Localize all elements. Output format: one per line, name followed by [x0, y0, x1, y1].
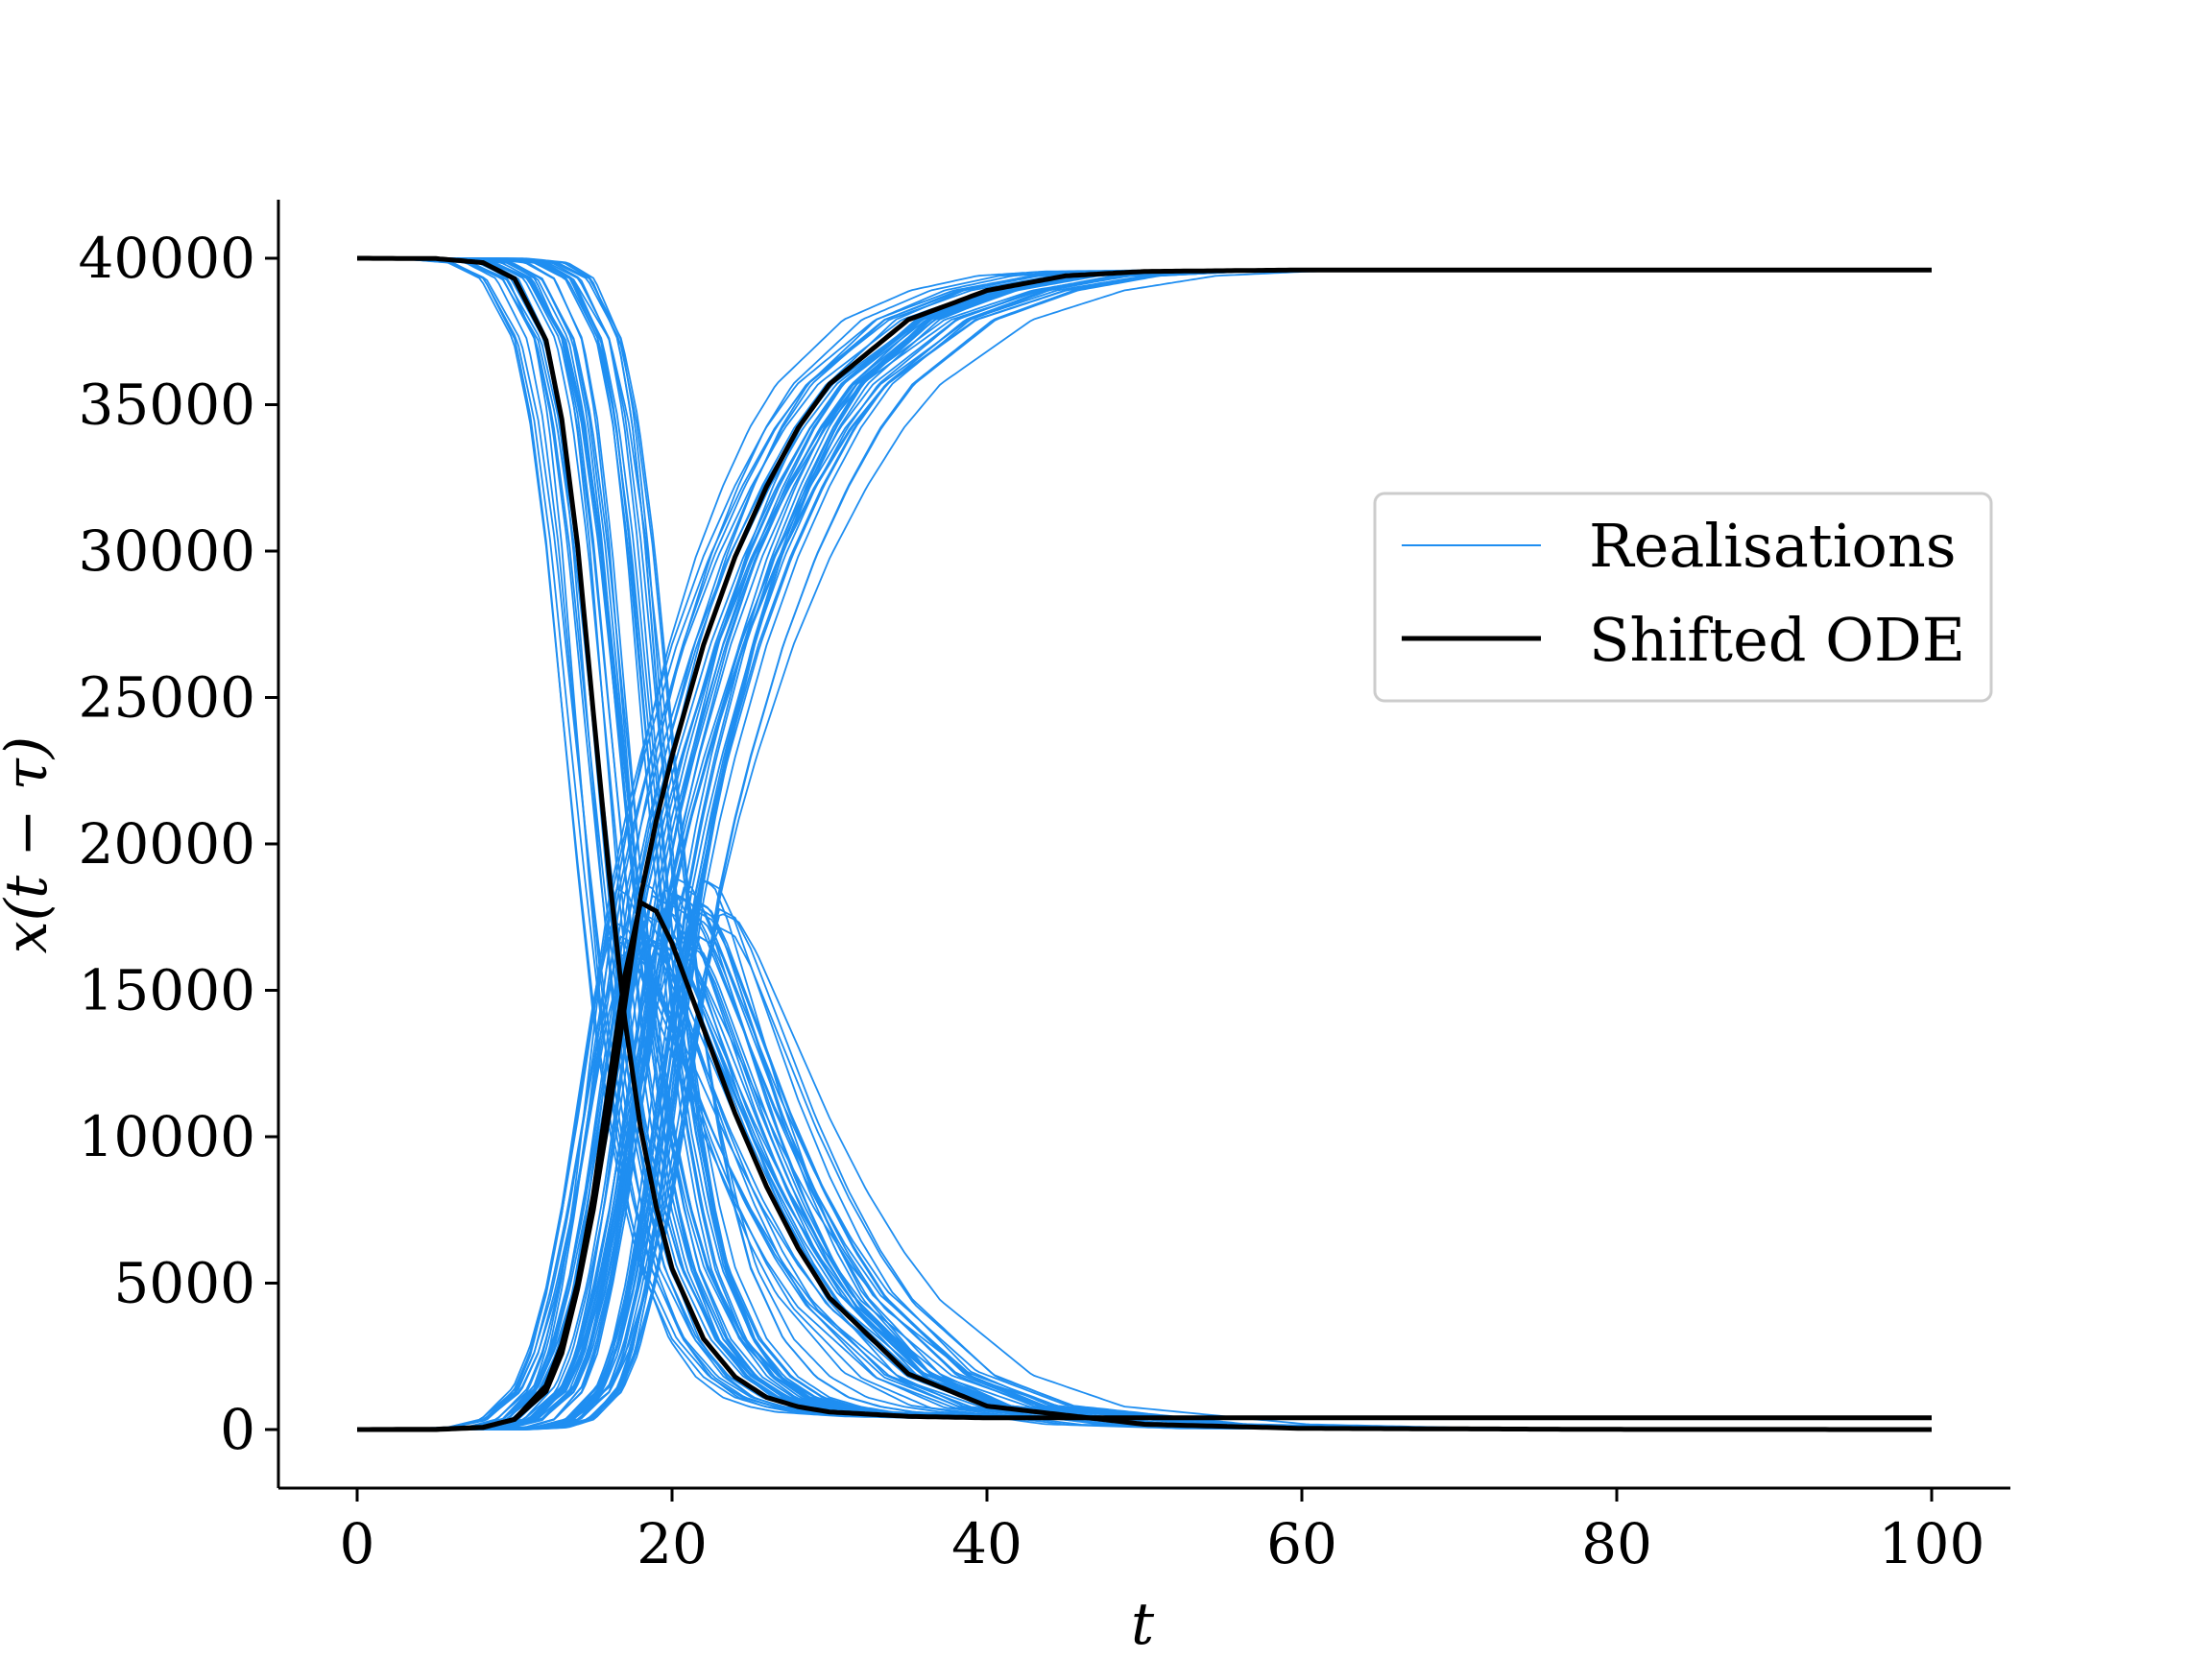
y-tick-label: 15000: [78, 958, 255, 1023]
legend-label-shifted-ode: Shifted ODE: [1589, 605, 1965, 675]
legend-label-realisations: Realisations: [1589, 511, 1957, 581]
x-tick-label: 0: [340, 1511, 375, 1576]
realisations-layer: [356, 257, 1932, 1431]
x-tick-label: 80: [1581, 1511, 1652, 1576]
x-tick-label: 20: [637, 1511, 708, 1576]
x-tick-label: 100: [1879, 1511, 1985, 1576]
x-ticks: 0 20 40 60 80 100: [340, 1488, 1985, 1576]
x-tick-label: 40: [951, 1511, 1022, 1576]
ode-line: [357, 899, 1932, 1432]
realisation-line: [357, 257, 1932, 1419]
y-tick-label: 30000: [78, 518, 255, 584]
ode-line: [357, 255, 1932, 1421]
y-tick-label: 5000: [113, 1251, 255, 1316]
y-tick-label: 25000: [78, 665, 255, 731]
x-tick-label: 60: [1266, 1511, 1337, 1576]
y-tick-label: 40000: [78, 226, 255, 291]
ode-line: [357, 267, 1932, 1432]
x-axis-label: t: [1131, 1591, 1155, 1658]
y-tick-label: 0: [220, 1397, 255, 1462]
y-axis-label: x(t − τ): [0, 736, 60, 953]
y-ticks: 0 5000 10000 15000 20000 25000 30000 35000 40000: [78, 226, 278, 1462]
y-tick-label: 20000: [78, 811, 255, 877]
legend: Realisations Shifted ODE: [1373, 492, 1993, 703]
ode-layer: [357, 255, 1932, 1432]
y-tick-label: 35000: [78, 373, 255, 438]
y-tick-label: 10000: [78, 1104, 255, 1169]
